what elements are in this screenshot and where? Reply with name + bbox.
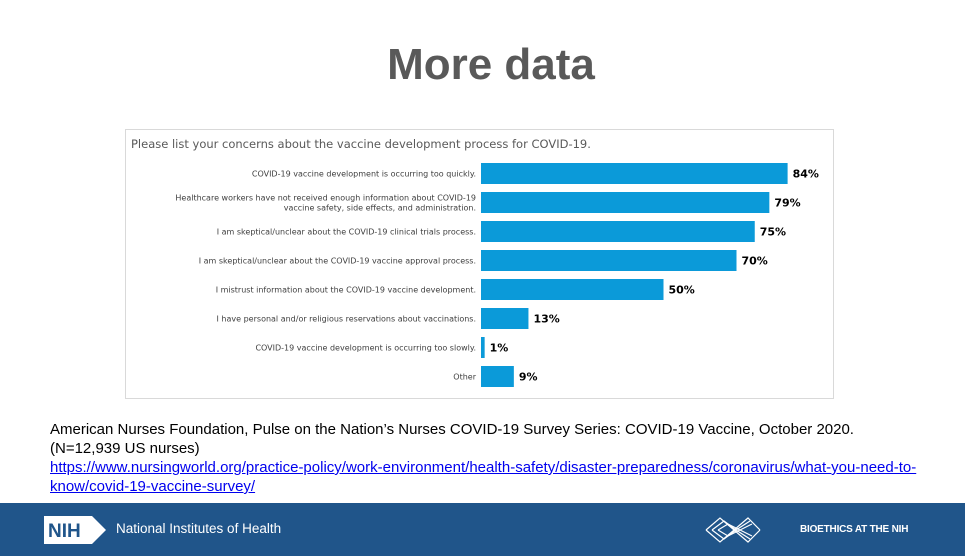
category-label-1-line-1: vaccine safety, side effects, and admini… (284, 204, 476, 213)
value-label-1: 79% (774, 197, 800, 210)
category-label-7: Other (453, 373, 476, 382)
value-label-3: 70% (742, 255, 768, 268)
bar-6 (481, 337, 485, 358)
citation-source: American Nurses Foundation, Pulse on the… (50, 421, 854, 438)
chart-plot: 84% COVID-19 vaccine development is occur… (175, 163, 819, 387)
category-label-6: COVID-19 vaccine development is occurrin… (255, 344, 476, 353)
category-label-0: COVID-19 vaccine development is occurrin… (252, 170, 476, 179)
category-label-5: I have personal and/or religious reserva… (217, 315, 476, 324)
bar-1 (481, 192, 770, 213)
bioethics-title: BIOETHICS AT THE NIH (800, 524, 909, 535)
category-label-3: I am skeptical/unclear about the COVID-1… (199, 257, 476, 266)
bar-3 (481, 250, 737, 271)
bar-5 (481, 308, 529, 329)
value-label-6: 1% (490, 342, 509, 355)
footer-bar: NIH National Institutes of Health BIOETH… (0, 503, 965, 556)
bar-4 (481, 279, 664, 300)
slide-title: More data (387, 40, 595, 89)
nih-logo: NIH (44, 516, 106, 544)
value-label-0: 84% (793, 168, 819, 181)
category-label-4: I mistrust information about the COVID-1… (216, 286, 476, 295)
bar-7 (481, 366, 514, 387)
value-label-2: 75% (760, 226, 786, 239)
category-label-1-line-0: Healthcare workers have not received eno… (175, 194, 476, 203)
survey-link[interactable]: https://www.nursingworld.org/practice-po… (50, 459, 917, 495)
bar-2 (481, 221, 755, 242)
value-label-7: 9% (519, 371, 538, 384)
org-name: National Institutes of Health (116, 521, 282, 536)
chart-title: Please list your concerns about the vacc… (131, 137, 591, 151)
nih-logo-text: NIH (48, 521, 81, 542)
category-label-2: I am skeptical/unclear about the COVID-1… (217, 228, 476, 237)
bioethics-logo-icon (705, 517, 761, 543)
bar-chart: Please list your concerns about the vacc… (125, 129, 834, 399)
citation: American Nurses Foundation, Pulse on the… (50, 420, 930, 496)
value-label-5: 13% (533, 313, 559, 326)
citation-sample: (N=12,939 US nurses) (50, 440, 200, 457)
bar-0 (481, 163, 788, 184)
value-label-4: 50% (669, 284, 695, 297)
